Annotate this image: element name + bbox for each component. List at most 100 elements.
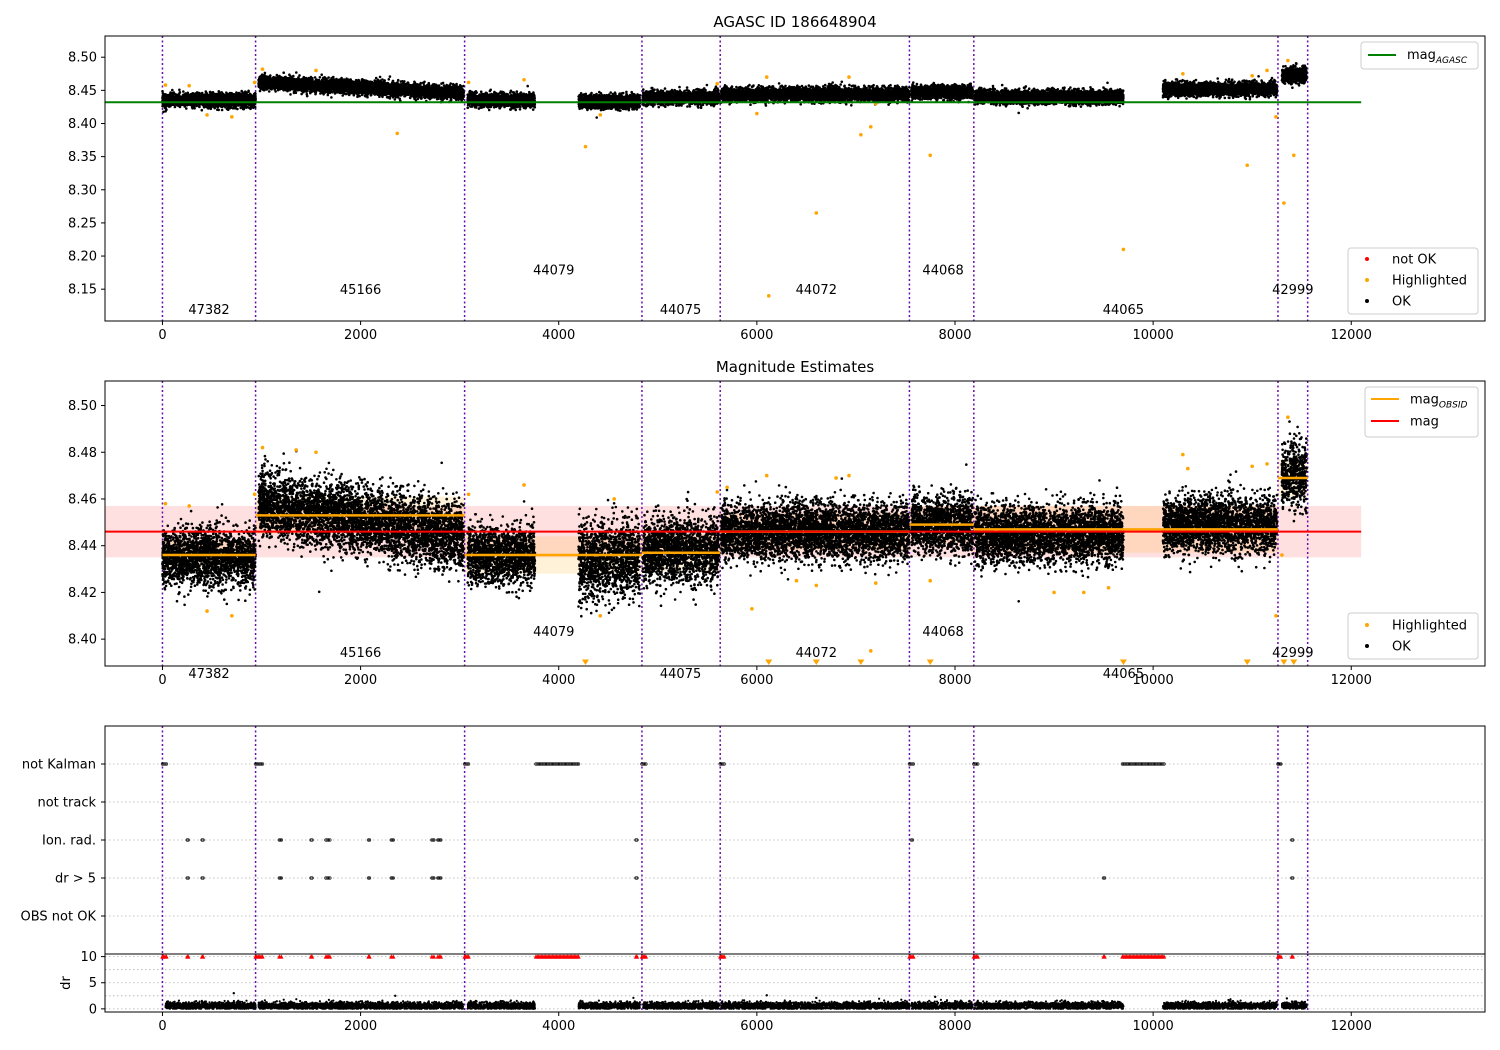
- ok-point: [320, 73, 324, 76]
- ok-point: [225, 94, 229, 97]
- ok-point: [185, 107, 188, 110]
- ok-point: [164, 107, 168, 110]
- ok-point: [224, 106, 227, 109]
- ok-point: [238, 103, 241, 107]
- ok-point: [215, 105, 218, 108]
- ok-point: [216, 93, 220, 97]
- ok-point: [216, 108, 219, 111]
- ok-point: [421, 81, 425, 85]
- ok-point: [199, 97, 202, 101]
- ok-point: [221, 105, 224, 109]
- ok-point: [198, 92, 201, 95]
- ok-point: [234, 98, 238, 102]
- ok-point: [206, 96, 210, 100]
- ok-point: [298, 74, 301, 77]
- ok-point: [239, 106, 242, 110]
- ok-point: [250, 104, 253, 108]
- ok-point: [235, 91, 238, 94]
- ok-point: [202, 97, 205, 101]
- ok-point: [173, 105, 177, 109]
- ok-point: [184, 93, 187, 96]
- ok-point: [162, 94, 165, 97]
- ok-point: [211, 91, 215, 94]
- ok-point: [253, 95, 256, 99]
- ok-point: [185, 97, 189, 101]
- ok-point: [210, 95, 213, 98]
- ok-point: [236, 107, 239, 111]
- ok-point: [207, 94, 210, 97]
- ok-point: [208, 90, 212, 94]
- ok-point: [178, 88, 181, 92]
- ok-point: [161, 90, 164, 93]
- ok-point: [203, 93, 207, 97]
- ok-point: [191, 103, 194, 107]
- ok-point: [239, 98, 243, 102]
- ok-point: [167, 96, 170, 100]
- ok-point: [174, 95, 178, 99]
- ok-point: [241, 105, 244, 109]
- ok-point: [233, 106, 236, 110]
- ok-point: [267, 90, 271, 93]
- ok-point: [277, 75, 281, 79]
- ok-point: [182, 98, 186, 102]
- ok-point: [413, 80, 416, 84]
- ok-point: [233, 93, 237, 97]
- ok-point: [231, 97, 235, 100]
- ok-point: [243, 92, 247, 95]
- ok-point: [177, 104, 181, 108]
- ok-point: [221, 103, 225, 106]
- ok-point: [174, 93, 177, 96]
- ok-point: [190, 97, 193, 101]
- ok-point: [198, 105, 201, 109]
- ok-point: [327, 76, 330, 79]
- ok-point: [171, 88, 174, 92]
- ok-point: [249, 98, 252, 101]
- ok-point: [220, 108, 224, 112]
- ok-point: [186, 94, 190, 97]
- ok-point: [238, 95, 241, 98]
- ok-point: [396, 78, 400, 82]
- ok-point: [189, 93, 192, 97]
- ok-point: [164, 110, 167, 113]
- ok-point: [169, 91, 172, 94]
- ok-point: [252, 92, 256, 96]
- ok-point: [218, 98, 222, 102]
- ok-point: [228, 106, 231, 110]
- ok-point: [241, 103, 245, 106]
- ok-point: [217, 90, 221, 93]
- ok-point: [227, 97, 231, 100]
- ok-point: [181, 96, 185, 99]
- ok-point: [163, 97, 167, 101]
- ok-point: [251, 97, 254, 101]
- ok-point: [360, 93, 364, 97]
- ok-point: [253, 105, 257, 109]
- ok-point: [249, 95, 252, 98]
- ok-point: [237, 91, 241, 95]
- ok-point: [182, 90, 185, 93]
- ok-point: [313, 76, 317, 79]
- ok-point: [231, 92, 234, 96]
- plot-area: [105, 36, 1362, 321]
- ok-point: [441, 81, 445, 85]
- ok-point: [204, 90, 208, 93]
- ok-point: [223, 94, 226, 98]
- ok-point: [170, 94, 173, 97]
- ok-point: [214, 94, 217, 97]
- ok-point: [247, 90, 250, 94]
- ok-point: [378, 75, 382, 79]
- ok-point: [388, 75, 392, 78]
- ok-point: [195, 98, 199, 102]
- ok-point: [162, 110, 165, 114]
- ok-point: [219, 93, 223, 97]
- ok-point: [322, 78, 326, 81]
- chart-title: AGASC ID 186648904: [713, 13, 876, 31]
- ok-point: [163, 102, 167, 106]
- ok-point: [245, 98, 249, 101]
- ok-point: [305, 92, 309, 96]
- ok-point: [194, 95, 197, 98]
- ok-point: [200, 108, 204, 112]
- ok-point: [393, 98, 397, 101]
- ok-point: [217, 104, 221, 107]
- ok-point: [193, 98, 196, 102]
